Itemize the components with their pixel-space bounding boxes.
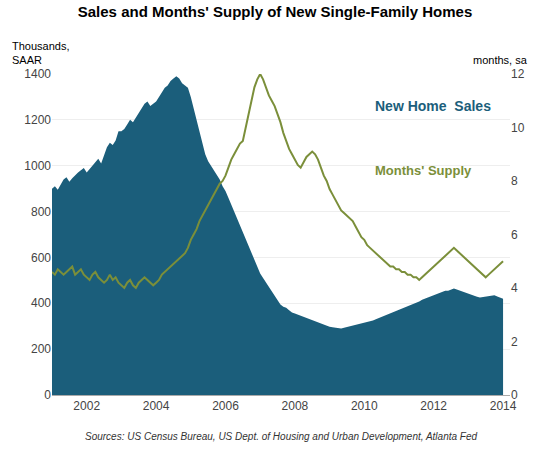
svg-text:0: 0 xyxy=(511,388,518,402)
svg-text:10: 10 xyxy=(511,121,525,135)
svg-text:2010: 2010 xyxy=(351,399,378,413)
svg-text:400: 400 xyxy=(31,296,51,310)
svg-text:0: 0 xyxy=(44,388,51,402)
svg-text:Months' Supply: Months' Supply xyxy=(375,163,472,178)
svg-text:800: 800 xyxy=(31,205,51,219)
svg-text:2: 2 xyxy=(511,335,518,349)
svg-text:Sources: US Census Bureau, US: Sources: US Census Bureau, US Dept. of H… xyxy=(85,431,477,442)
svg-text:200: 200 xyxy=(31,342,51,356)
svg-text:8: 8 xyxy=(511,174,518,188)
svg-text:6: 6 xyxy=(511,228,518,242)
svg-text:New Home Sales: New Home Sales xyxy=(375,98,491,114)
svg-text:4: 4 xyxy=(511,281,518,295)
svg-text:1000: 1000 xyxy=(24,159,51,173)
svg-text:2012: 2012 xyxy=(420,399,447,413)
svg-text:12: 12 xyxy=(511,67,525,81)
svg-text:2006: 2006 xyxy=(212,399,239,413)
svg-text:2004: 2004 xyxy=(143,399,170,413)
svg-text:2002: 2002 xyxy=(73,399,100,413)
svg-text:2008: 2008 xyxy=(282,399,309,413)
svg-text:600: 600 xyxy=(31,251,51,265)
svg-text:1200: 1200 xyxy=(24,113,51,127)
svg-text:months, sa: months, sa xyxy=(473,54,528,66)
svg-text:Thousands,SAAR: Thousands,SAAR xyxy=(12,40,69,66)
svg-text:1400: 1400 xyxy=(24,67,51,81)
svg-text:Sales and Months' Supply of Ne: Sales and Months' Supply of New Single-F… xyxy=(78,3,472,20)
svg-text:2014: 2014 xyxy=(490,399,517,413)
